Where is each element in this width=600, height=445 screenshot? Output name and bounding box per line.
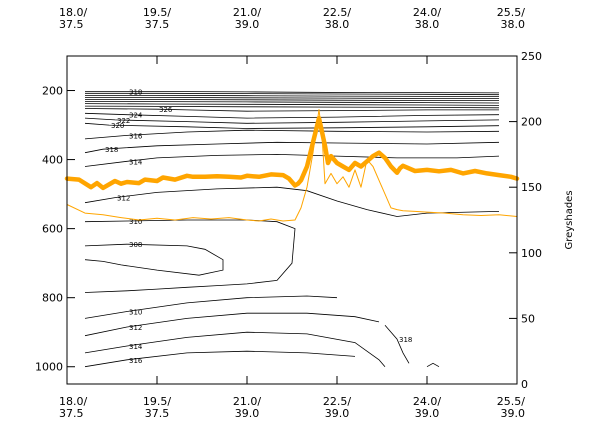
left-axis-label-1: 400 (42, 154, 63, 167)
contour-label-17: 308 (129, 241, 142, 249)
bottom-axis-label-line2-5: 39.0 (501, 407, 526, 420)
contour-line-4 (85, 99, 499, 101)
contour-label-8: 326 (159, 106, 173, 114)
contour-label-15: 312 (117, 195, 130, 203)
top-axis-label-line1-0: 18.0/ (59, 6, 87, 19)
right-axis-label-3: 150 (521, 181, 542, 194)
contour-label-11: 320 (111, 122, 124, 130)
contour-label-21: 316 (129, 357, 143, 365)
right-axis: 0 50 100 150 200 250 (509, 50, 542, 391)
contour-line-19 (84, 312, 380, 337)
contour-line-5 (85, 101, 500, 104)
contour-line-9 (84, 112, 500, 119)
top-axis-label-line2-3: 38.0 (325, 18, 350, 31)
contour-line-3 (85, 97, 499, 99)
contour-label-12: 316 (129, 132, 143, 140)
contour-line-20 (84, 331, 386, 367)
thin-series (66, 109, 518, 222)
contour-line-13 (84, 141, 500, 154)
contour-label-0: 318 (129, 89, 142, 97)
contour-line-11 (84, 122, 500, 129)
contour-line-23 (426, 362, 440, 368)
top-axis-label-line2-1: 37.5 (145, 18, 170, 31)
contour-line-2 (85, 95, 499, 97)
series-line-thin (66, 109, 518, 222)
bottom-axis-label-line1-0: 18.0/ (59, 395, 87, 408)
top-axis-label-line2-5: 38.0 (501, 18, 526, 31)
right-axis-label-5: 250 (521, 50, 542, 63)
contour-label-22: 318 (399, 336, 412, 344)
right-axis-label-2: 100 (521, 247, 542, 260)
top-axis-label-line1-4: 24.0/ (413, 6, 441, 19)
contour-line-7 (84, 105, 500, 109)
contour-label-9: 324 (129, 112, 143, 120)
plot-frame (66, 55, 518, 385)
left-axis-label-0: 200 (42, 85, 63, 98)
right-axis-label-4: 200 (521, 116, 542, 129)
series-line-thick (64, 115, 520, 191)
contour-label-14: 314 (129, 158, 143, 166)
bottom-axis-label-line2-2: 39.0 (235, 407, 260, 420)
right-axis-label-1: 50 (521, 312, 535, 325)
bottom-axis-label-line1-2: 21.0/ (233, 395, 261, 408)
bottom-axis-label-line1-5: 25.5/ (497, 395, 525, 408)
bottom-axis-label-line2-0: 37.5 (59, 407, 84, 420)
bottom-axis: 18.0/37.519.5/37.521.0/39.022.5/39.024.0… (59, 376, 525, 420)
contour-label-16: 310 (129, 218, 142, 226)
right-axis-label-0: 0 (521, 378, 528, 391)
contour-line-6 (84, 103, 500, 106)
contour-line-17 (84, 243, 224, 276)
top-axis-label-line1-1: 19.5/ (143, 6, 171, 19)
contour-line-10 (84, 117, 500, 124)
contour-label-13: 318 (105, 146, 118, 154)
bottom-axis-label-line1-3: 22.5/ (323, 395, 351, 408)
contour-label-20: 314 (129, 343, 143, 351)
right-axis-label: Greyshades (564, 190, 575, 249)
contour-line-8 (84, 108, 499, 112)
contour-line-18 (84, 295, 338, 319)
contour-line-1 (85, 92, 500, 96)
contour-line-12 (84, 129, 500, 140)
top-axis: 18.0/37.519.5/37.521.0/39.022.5/38.024.0… (59, 6, 525, 64)
contour-label-18: 310 (129, 309, 142, 317)
top-axis-label-line1-5: 25.5/ (497, 6, 525, 19)
contour-label-19: 312 (129, 324, 142, 332)
contour-line-0 (85, 91, 500, 94)
bottom-axis-label-line2-4: 39.0 (415, 407, 440, 420)
contour-line-15 (84, 186, 500, 217)
left-axis-label-3: 800 (42, 292, 63, 305)
left-axis-label-2: 600 (42, 223, 63, 236)
contour-line-16 (84, 219, 296, 293)
bottom-axis-label-line2-1: 37.5 (145, 407, 170, 420)
top-axis-label-line2-4: 38.0 (415, 18, 440, 31)
top-axis-label-line1-2: 21.0/ (233, 6, 261, 19)
thick-series (64, 115, 520, 191)
left-axis: 200 400 600 800 1000 (35, 85, 75, 374)
contour-label-10: 322 (117, 117, 130, 125)
top-axis-label-line2-2: 39.0 (235, 18, 260, 31)
contour-line-22 (384, 325, 410, 364)
top-axis-label-line2-0: 37.5 (59, 18, 84, 31)
contour-line-14 (84, 153, 500, 167)
contour-line-21 (84, 350, 356, 368)
left-axis-label-4: 1000 (35, 361, 63, 374)
bottom-axis-label-line1-1: 19.5/ (143, 395, 171, 408)
top-axis-label-line1-3: 22.5/ (323, 6, 351, 19)
bottom-axis-label-line1-4: 24.0/ (413, 395, 441, 408)
bottom-axis-label-line2-3: 39.0 (325, 407, 350, 420)
